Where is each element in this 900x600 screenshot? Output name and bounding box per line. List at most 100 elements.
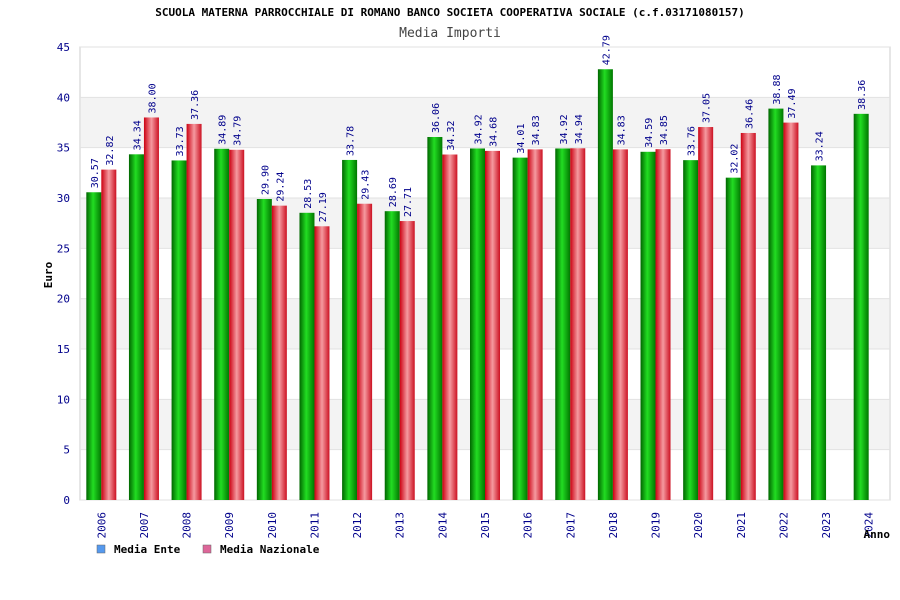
x-tick-label: 2014 bbox=[436, 512, 449, 539]
x-tick-label: 2024 bbox=[863, 512, 876, 539]
value-label: 29.90 bbox=[260, 165, 271, 195]
bar-media-nazionale-2020 bbox=[698, 127, 714, 500]
y-tick-label: 20 bbox=[57, 293, 70, 306]
y-tick-label: 5 bbox=[63, 444, 70, 457]
value-label: 28.69 bbox=[388, 177, 399, 207]
bar-media-ente-2009 bbox=[214, 148, 230, 501]
x-tick-label: 2021 bbox=[735, 512, 748, 539]
value-label: 34.01 bbox=[516, 124, 527, 154]
value-label: 33.76 bbox=[687, 126, 698, 156]
value-label: 28.53 bbox=[303, 179, 314, 209]
value-label: 34.92 bbox=[559, 114, 570, 144]
x-tick-label: 2013 bbox=[394, 512, 407, 539]
bar-media-nazionale-2019 bbox=[655, 149, 671, 500]
bar-media-nazionale-2012 bbox=[357, 203, 373, 500]
x-tick-label: 2019 bbox=[650, 512, 663, 539]
bar-media-nazionale-2022 bbox=[783, 122, 799, 500]
x-tick-label: 2010 bbox=[266, 512, 279, 539]
bar-media-nazionale-2009 bbox=[229, 149, 245, 500]
bars bbox=[86, 69, 869, 501]
value-label: 34.85 bbox=[659, 115, 670, 145]
bar-media-nazionale-2006 bbox=[101, 169, 117, 500]
value-label: 34.83 bbox=[616, 115, 627, 145]
y-tick-label: 40 bbox=[57, 91, 70, 104]
y-tick-label: 30 bbox=[57, 192, 70, 205]
bar-media-nazionale-2014 bbox=[442, 154, 458, 500]
value-label: 38.88 bbox=[772, 74, 783, 104]
value-label: 34.83 bbox=[531, 115, 542, 145]
bar-media-ente-2022 bbox=[768, 108, 784, 500]
value-label: 34.68 bbox=[489, 117, 500, 147]
y-axis-label: Euro bbox=[42, 261, 55, 288]
value-label: 34.59 bbox=[644, 118, 655, 148]
value-label: 37.36 bbox=[190, 90, 201, 120]
value-label: 32.82 bbox=[105, 136, 116, 166]
x-tick-label: 2006 bbox=[95, 512, 108, 539]
legend-swatch-media-ente bbox=[96, 544, 106, 554]
legend-swatch-media-nazionale bbox=[202, 544, 212, 554]
y-axis-ticks: 0 5 10 15 20 25 30 35 40 45 bbox=[57, 41, 70, 507]
legend: Media Ente Media Nazionale bbox=[96, 543, 320, 556]
bar-media-ente-2011 bbox=[299, 212, 315, 500]
value-label: 29.43 bbox=[361, 170, 372, 200]
value-label: 33.78 bbox=[346, 126, 357, 156]
value-labels: 30.57 32.82 34.34 38.00 33.73 37.36 34.89 34.79… bbox=[90, 35, 868, 222]
x-tick-label: 2009 bbox=[223, 512, 236, 539]
value-label: 34.89 bbox=[218, 115, 229, 145]
x-tick-label: 2012 bbox=[351, 512, 364, 539]
value-label: 37.05 bbox=[702, 93, 713, 123]
x-tick-label: 2008 bbox=[181, 512, 194, 539]
value-label: 38.36 bbox=[857, 80, 868, 110]
bar-media-nazionale-2007 bbox=[143, 117, 159, 500]
y-tick-label: 15 bbox=[57, 343, 70, 356]
x-tick-label: 2022 bbox=[777, 512, 790, 539]
value-label: 34.92 bbox=[474, 114, 485, 144]
bar-media-ente-2008 bbox=[171, 160, 187, 500]
value-label: 37.49 bbox=[787, 88, 798, 118]
bar-media-nazionale-2011 bbox=[314, 226, 330, 500]
x-tick-label: 2007 bbox=[138, 512, 151, 539]
value-label: 33.24 bbox=[815, 131, 826, 161]
bar-media-nazionale-2013 bbox=[399, 221, 415, 500]
grid-band bbox=[81, 97, 889, 148]
bar-media-ente-2019 bbox=[640, 151, 656, 500]
bar-media-ente-2012 bbox=[342, 159, 358, 500]
y-tick-label: 10 bbox=[57, 393, 70, 406]
x-tick-label: 2016 bbox=[522, 512, 535, 539]
value-label: 29.24 bbox=[275, 172, 286, 202]
value-label: 30.57 bbox=[90, 158, 101, 188]
y-tick-label: 0 bbox=[63, 494, 70, 507]
chart-title: SCUOLA MATERNA PARROCCHIALE DI ROMANO BA… bbox=[155, 6, 744, 19]
bar-media-nazionale-2017 bbox=[570, 148, 586, 500]
y-tick-label: 35 bbox=[57, 142, 70, 155]
y-tick-label: 45 bbox=[57, 41, 70, 54]
bar-media-ente-2021 bbox=[725, 177, 741, 500]
value-label: 36.46 bbox=[744, 99, 755, 129]
value-label: 27.19 bbox=[318, 192, 329, 222]
legend-label-media-nazionale: Media Nazionale bbox=[220, 543, 320, 556]
bar-media-ente-2018 bbox=[597, 69, 613, 501]
value-label: 38.00 bbox=[147, 83, 158, 113]
x-tick-label: 2011 bbox=[308, 512, 321, 539]
bar-media-nazionale-2016 bbox=[527, 149, 543, 501]
bar-media-nazionale-2018 bbox=[612, 149, 628, 501]
bar-media-ente-2010 bbox=[256, 199, 272, 501]
value-label: 34.94 bbox=[574, 114, 585, 144]
value-label: 36.06 bbox=[431, 103, 442, 133]
bar-media-nazionale-2015 bbox=[485, 150, 500, 500]
legend-label-media-ente: Media Ente bbox=[114, 543, 181, 556]
bar-media-ente-2016 bbox=[512, 157, 528, 500]
bar-media-nazionale-2008 bbox=[186, 123, 202, 500]
bar-media-nazionale-2021 bbox=[740, 132, 756, 500]
x-axis-ticks: 2006 2007 2008 2009 2010 2011 2012 2013 2014 2015… bbox=[95, 512, 875, 539]
value-label: 42.79 bbox=[601, 35, 612, 65]
bar-media-ente-2007 bbox=[128, 154, 144, 500]
x-tick-label: 2017 bbox=[564, 512, 577, 539]
bar-media-ente-2024 bbox=[853, 113, 869, 501]
x-tick-label: 2018 bbox=[607, 512, 620, 539]
x-tick-label: 2015 bbox=[479, 512, 492, 539]
bar-media-ente-2013 bbox=[384, 211, 400, 501]
bar-media-ente-2017 bbox=[555, 148, 571, 501]
x-tick-label: 2020 bbox=[692, 512, 705, 539]
